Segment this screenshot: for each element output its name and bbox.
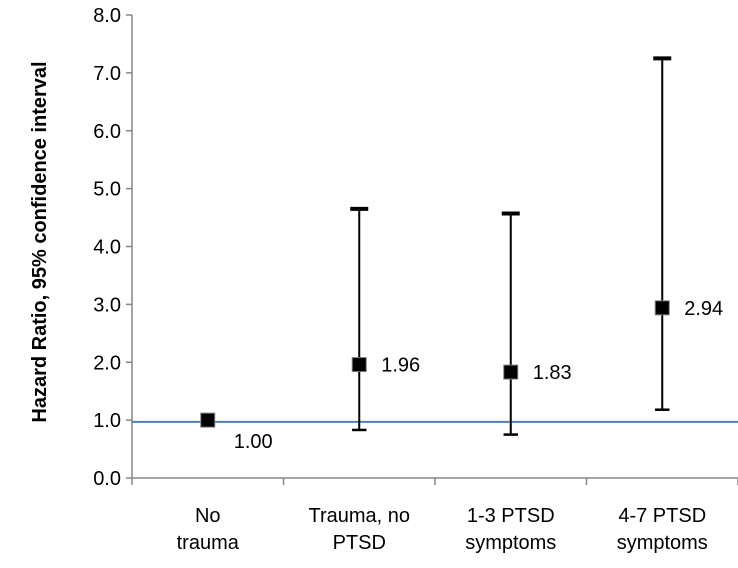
error-bars bbox=[350, 56, 672, 436]
y-tick-labels: 0.0 1.0 2.0 3.0 4.0 5.0 6.0 7.0 8.0 bbox=[93, 5, 121, 490]
y-axis-title: Hazard Ratio, 95% confidence interval bbox=[29, 61, 51, 422]
category-label: 4-7 PTSD bbox=[618, 505, 706, 527]
data-label: 1.83 bbox=[533, 362, 572, 384]
point-marker bbox=[654, 300, 670, 316]
point-marker bbox=[503, 364, 519, 380]
category-label: symptoms bbox=[617, 532, 708, 554]
category-labels: No trauma Trauma, no PTSD 1-3 PTSD symptoms 4-… bbox=[177, 505, 708, 554]
category-label: Trauma, no bbox=[308, 505, 410, 527]
y-tick-label: 1.0 bbox=[93, 410, 121, 432]
axes bbox=[126, 14, 738, 485]
y-tick-label: 5.0 bbox=[93, 179, 121, 201]
category-label: 1-3 PTSD bbox=[467, 505, 555, 527]
y-tick-label: 4.0 bbox=[93, 237, 121, 259]
y-tick-label: 8.0 bbox=[93, 5, 121, 27]
point-marker bbox=[351, 357, 367, 373]
data-label: 1.96 bbox=[381, 355, 420, 377]
point-markers bbox=[200, 300, 670, 428]
point-marker bbox=[200, 412, 216, 428]
category-label: No bbox=[195, 505, 221, 527]
category-label: trauma bbox=[177, 532, 240, 554]
y-tick-label: 0.0 bbox=[93, 468, 121, 490]
y-tick-label: 6.0 bbox=[93, 121, 121, 143]
y-tick-label: 3.0 bbox=[93, 294, 121, 316]
category-label: symptoms bbox=[465, 532, 556, 554]
y-tick-label: 2.0 bbox=[93, 352, 121, 374]
data-labels: 1.00 1.96 1.83 2.94 bbox=[234, 298, 723, 453]
y-axis-title-group: Hazard Ratio, 95% confidence interval bbox=[29, 61, 51, 422]
y-tick-label: 7.0 bbox=[93, 63, 121, 85]
data-label: 2.94 bbox=[684, 298, 723, 320]
category-label: PTSD bbox=[333, 532, 386, 554]
data-label: 1.00 bbox=[234, 431, 273, 453]
